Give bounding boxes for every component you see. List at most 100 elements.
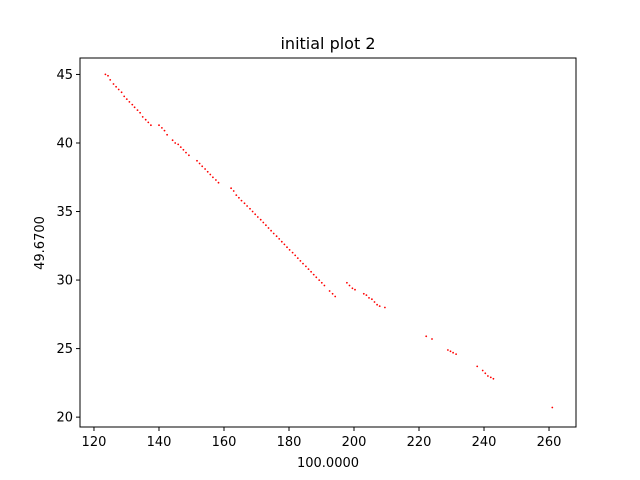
data-point (251, 210, 254, 213)
data-point (323, 284, 326, 287)
y-tick-label: 35 (56, 205, 73, 220)
data-point (196, 159, 198, 162)
data-point (235, 194, 238, 197)
data-point (286, 246, 288, 249)
data-point (147, 121, 150, 124)
data-point (449, 350, 452, 353)
data-point (283, 243, 286, 246)
data-point (384, 306, 386, 309)
data-point (262, 221, 265, 224)
data-point (351, 287, 354, 290)
data-point (551, 406, 554, 409)
data-point (166, 133, 169, 136)
data-point (376, 303, 378, 306)
x-axis-ticks: 120 140 160 180 200 220 240 260 (82, 427, 562, 450)
data-point (481, 369, 484, 372)
data-point (447, 349, 449, 351)
data-point (249, 207, 251, 210)
data-point (320, 281, 323, 284)
data-point (150, 124, 152, 127)
y-tick-label: 45 (56, 68, 73, 83)
data-point (133, 106, 136, 109)
x-tick-label: 180 (277, 435, 302, 450)
plot-area (80, 58, 576, 427)
x-tick-label: 260 (537, 435, 562, 450)
data-point (302, 262, 304, 265)
data-point (144, 118, 147, 121)
data-point (489, 376, 492, 379)
data-point (275, 235, 278, 238)
data-point (243, 202, 246, 205)
data-point (206, 170, 209, 173)
data-point (307, 268, 310, 270)
y-tick-label: 25 (56, 342, 73, 357)
data-point (334, 295, 337, 298)
data-point (348, 284, 351, 287)
data-point (174, 142, 177, 144)
data-point (217, 181, 220, 184)
data-point (476, 365, 479, 368)
x-tick-label: 200 (342, 435, 367, 450)
x-tick-label: 160 (212, 435, 237, 450)
data-point (161, 127, 163, 129)
data-point (204, 168, 207, 170)
data-point (201, 165, 204, 168)
data-point (368, 297, 370, 299)
data-point (107, 74, 109, 77)
data-point (209, 173, 212, 176)
data-point (371, 298, 373, 301)
data-point (373, 301, 376, 303)
data-point (177, 143, 180, 146)
data-point (112, 83, 115, 85)
data-point (291, 251, 294, 254)
data-point (312, 273, 315, 276)
data-point (280, 240, 283, 243)
y-axis-label: 49.6700 (33, 216, 48, 270)
data-point (171, 139, 174, 142)
data-point (115, 85, 117, 88)
data-point (141, 116, 144, 118)
data-point (425, 335, 428, 338)
data-point (288, 249, 291, 251)
data-point (215, 179, 217, 181)
data-point (120, 91, 123, 94)
data-point (328, 290, 331, 292)
plot-frame (79, 57, 577, 428)
data-point (331, 292, 334, 295)
data-point (182, 148, 185, 151)
data-point (278, 238, 281, 240)
data-point (294, 254, 297, 257)
x-tick-label: 220 (407, 435, 432, 450)
data-point (310, 270, 312, 273)
data-point (354, 288, 356, 291)
data-point (238, 196, 240, 199)
data-point (230, 187, 233, 190)
x-tick-label: 120 (82, 435, 107, 450)
data-point (362, 292, 365, 295)
data-point (455, 353, 457, 355)
data-point (104, 73, 107, 76)
data-point (267, 227, 270, 229)
data-point (346, 281, 348, 284)
data-point (296, 257, 299, 259)
x-tick-label: 240 (472, 435, 497, 450)
data-point (484, 372, 487, 375)
data-point (492, 377, 495, 380)
data-point (487, 375, 489, 377)
data-point (305, 265, 307, 268)
data-point (139, 111, 142, 114)
x-tick-label: 140 (147, 435, 172, 450)
x-axis-label: 100.0000 (297, 456, 359, 471)
data-point (272, 232, 275, 235)
data-point (179, 146, 182, 149)
chart-title: initial plot 2 (280, 34, 375, 53)
data-point (185, 151, 187, 154)
data-point (212, 176, 214, 179)
data-point (163, 129, 166, 132)
data-point (123, 95, 126, 98)
data-point (125, 98, 128, 100)
data-point (452, 351, 454, 354)
y-axis-ticks: 20 25 30 35 40 45 (56, 68, 80, 426)
data-point (318, 279, 321, 281)
